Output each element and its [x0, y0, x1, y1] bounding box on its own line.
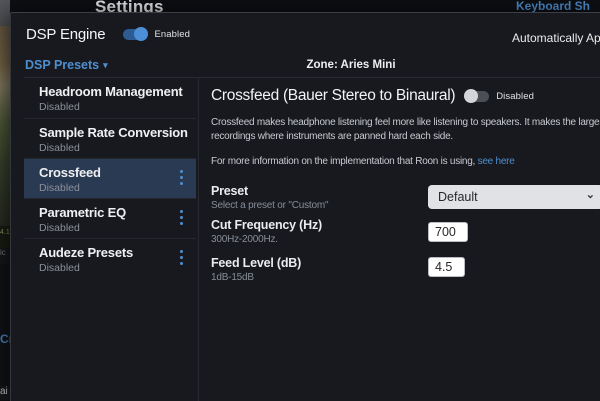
sidebar-item-label: Headroom Management: [39, 84, 183, 99]
crossfeed-panel-title: Crossfeed (Bauer Stereo to Binaural): [211, 87, 456, 104]
sidebar-item-label: Audeze Presets: [39, 245, 134, 260]
sidebar-item-label: Parametric EQ: [39, 205, 127, 220]
feed-level-input[interactable]: [428, 257, 465, 277]
header-divider: [24, 77, 600, 78]
background-text-fragment: ic: [0, 248, 10, 264]
sidebar-divider: [198, 78, 199, 401]
dsp-presets-label: DSP Presets: [25, 58, 100, 72]
dsp-engine-title: DSP Engine: [26, 26, 106, 43]
sidebar-item-sample-rate-conversion[interactable]: Sample Rate Conversion Disabled: [24, 118, 196, 158]
info-text: For more information on the implementati…: [211, 156, 478, 167]
dsp-engine-toggle-label: Enabled: [154, 29, 191, 40]
background-text-fragment: ai: [0, 386, 10, 400]
background-strip: [0, 264, 10, 332]
background-strip-gray: [0, 0, 10, 26]
chevron-down-icon: ⌄: [585, 189, 595, 201]
sidebar-item-parametric-eq[interactable]: Parametric EQ Disabled: [24, 198, 196, 238]
sidebar-item-label: Sample Rate Conversion: [39, 125, 188, 140]
dsp-presets-menu[interactable]: DSP Presets ▾: [25, 58, 108, 72]
see-here-link[interactable]: see here: [477, 156, 515, 167]
cut-frequency-hint: 300Hz-2000Hz.: [211, 234, 278, 245]
sidebar-item-status: Disabled: [39, 101, 80, 113]
kebab-menu-icon[interactable]: [180, 210, 184, 228]
sidebar-item-status: Disabled: [39, 142, 80, 154]
preset-select[interactable]: Default ⌄: [428, 185, 600, 209]
kebab-menu-icon[interactable]: [180, 250, 184, 268]
dsp-engine-modal: DSP Engine Enabled Automatically App DSP…: [10, 12, 600, 401]
sidebar-item-status: Disabled: [39, 222, 80, 234]
crossfeed-info-line: For more information on the implementati…: [211, 156, 515, 167]
background-album-art: [0, 26, 10, 226]
sidebar-item-crossfeed[interactable]: Crossfeed Disabled: [24, 158, 196, 198]
dsp-engine-toggle[interactable]: [123, 27, 149, 41]
preset-field-hint: Select a preset or "Custom": [211, 200, 329, 211]
cut-frequency-label: Cut Frequency (Hz): [211, 218, 322, 232]
feed-level-hint: 1dB-15dB: [211, 272, 254, 283]
crossfeed-toggle-label: Disabled: [496, 90, 534, 102]
zone-label: Zone: Aries Mini: [306, 59, 396, 71]
crossfeed-description-line2: recordings where instruments are panned …: [211, 131, 453, 142]
sidebar-item-headroom-management[interactable]: Headroom Management Disabled: [24, 78, 196, 118]
background-text-fragment: 4.1: [0, 226, 10, 251]
toggle-knob: [134, 27, 149, 41]
cut-frequency-input[interactable]: [428, 222, 468, 242]
crossfeed-panel: Crossfeed (Bauer Stereo to Binaural) Dis…: [211, 13, 600, 401]
dsp-sidebar: Headroom Management Disabled Sample Rate…: [24, 78, 196, 278]
sidebar-item-status: Disabled: [39, 182, 80, 194]
background-link-fragment: Cr: [0, 332, 10, 354]
kebab-menu-icon[interactable]: [180, 170, 184, 188]
crossfeed-description-line1: Crossfeed makes headphone listening feel…: [211, 117, 600, 128]
preset-field-label: Preset: [211, 184, 249, 198]
sidebar-item-audeze-presets[interactable]: Audeze Presets Disabled: [24, 238, 196, 278]
background-strip: [0, 354, 10, 386]
crossfeed-toggle[interactable]: [464, 88, 490, 103]
feed-level-label: Feed Level (dB): [211, 256, 302, 270]
modal-header: DSP Engine Enabled: [26, 26, 190, 43]
keyboard-shortcuts-link[interactable]: Keyboard Sh: [516, 0, 591, 13]
sidebar-item-label: Crossfeed: [39, 165, 101, 180]
automatically-applied-label: Automatically App: [512, 31, 600, 45]
caret-down-icon: ▾: [103, 60, 108, 70]
sidebar-item-status: Disabled: [39, 262, 80, 274]
preset-select-value: Default: [438, 190, 478, 204]
toggle-knob: [464, 88, 479, 103]
